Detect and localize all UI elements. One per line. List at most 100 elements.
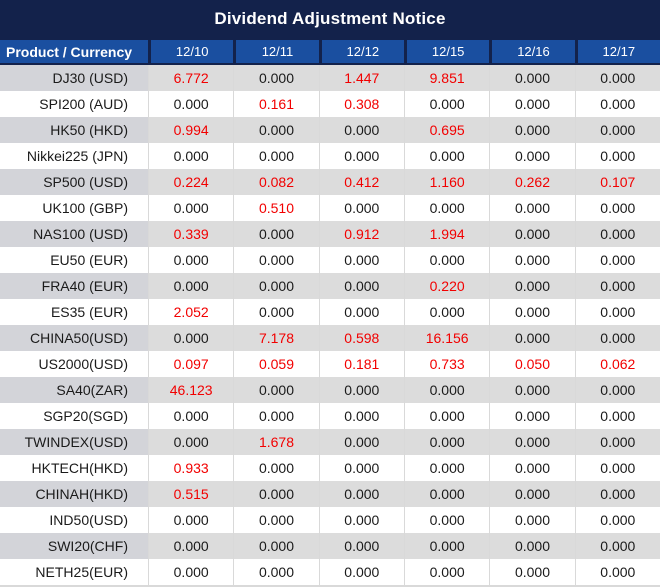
product-currency-header: Product / Currency: [0, 40, 148, 63]
product-cell: SPI200 (AUD): [39, 96, 128, 112]
product-cell: SGP20(SGD): [43, 408, 128, 424]
value-cell: 0.107: [574, 169, 660, 195]
value-cell: 0.000: [574, 507, 660, 533]
product-cell: SP500 (USD): [0, 169, 148, 195]
table-row: SA40(ZAR) 46.123 0.000 0.000 0.000 0.000 0.000: [0, 377, 660, 403]
product-cell: IND50(USD): [49, 512, 128, 528]
value-cell: 0.000: [489, 273, 574, 299]
product-cell: UK100 (GBP): [42, 200, 128, 216]
table-row: Nikkei225 (JPN) 0.000 0.000 0.000 0.000 0.000…: [0, 143, 660, 169]
value-cell: 0.050: [489, 351, 574, 377]
date-header: 12/16: [489, 40, 575, 63]
value-cell: 0.000: [403, 429, 489, 455]
product-cell: SA40(ZAR): [0, 377, 148, 403]
value-cell: 0.000: [148, 429, 233, 455]
value-cell: 0.000: [318, 455, 404, 481]
table-row: FRA40 (EUR) 0.000 0.000 0.000 0.220 0.000 0.00…: [0, 273, 660, 299]
value-cell: 0.224: [148, 169, 233, 195]
value-cell: 0.000: [318, 559, 404, 585]
value-cell: 1.160: [403, 169, 489, 195]
value-cell: 0.412: [318, 169, 404, 195]
value-cell: 0.510: [233, 195, 318, 221]
value-cell: 0.262: [489, 169, 574, 195]
date-header: 12/17: [574, 40, 660, 63]
value-cell: 0.062: [574, 351, 660, 377]
value-cell: 0.220: [403, 273, 489, 299]
value-cell: 0.000: [233, 65, 318, 91]
value-cell: 0.000: [403, 533, 489, 559]
value-cell: 6.772: [148, 65, 233, 91]
value-cell: 0.000: [318, 403, 404, 429]
value-cell: 0.000: [403, 507, 489, 533]
value-cell: 0.000: [233, 299, 318, 325]
value-cell: 0.598: [318, 325, 404, 351]
value-cell: 0.000: [574, 481, 660, 507]
product-cell: DJ30 (USD): [0, 65, 148, 91]
value-cell: 9.851: [403, 65, 489, 91]
value-cell: 0.000: [318, 273, 404, 299]
value-cell: 0.000: [574, 117, 660, 143]
value-cell: 0.994: [148, 117, 233, 143]
value-cell: 0.000: [574, 429, 660, 455]
value-cell: 0.933: [148, 455, 233, 481]
product-cell: CHINAH(HKD): [0, 481, 148, 507]
page-title: Dividend Adjustment Notice: [214, 8, 446, 28]
value-cell: 0.000: [489, 195, 574, 221]
value-cell: 0.000: [403, 247, 489, 273]
value-cell: 0.000: [233, 507, 318, 533]
product-cell: NAS100 (USD): [0, 221, 148, 247]
value-cell: 0.000: [574, 299, 660, 325]
value-cell: 1.994: [403, 221, 489, 247]
value-cell: 0.000: [489, 299, 574, 325]
value-cell: 16.156: [403, 325, 489, 351]
value-cell: 0.000: [403, 143, 489, 169]
value-cell: 0.000: [403, 91, 489, 117]
value-cell: 0.000: [489, 117, 574, 143]
value-cell: 1.678: [233, 429, 318, 455]
product-cell: HKTECH(HKD): [31, 460, 128, 476]
product-cell: CHINA50(USD): [0, 325, 148, 351]
value-cell: 0.000: [489, 507, 574, 533]
table-row: EU50 (EUR) 0.000 0.000 0.000 0.000 0.000 0.000: [0, 247, 660, 273]
value-cell: 46.123: [148, 377, 233, 403]
date-header: 12/12: [318, 40, 404, 63]
value-cell: 0.000: [148, 559, 233, 585]
table-row: HKTECH(HKD) 0.933 0.000 0.000 0.000 0.000 0.00…: [0, 455, 660, 481]
value-cell: 0.000: [318, 377, 404, 403]
value-cell: 0.000: [233, 117, 318, 143]
value-cell: 0.000: [233, 481, 318, 507]
value-cell: 0.000: [403, 403, 489, 429]
product-cell: NETH25(EUR): [35, 564, 128, 580]
value-cell: 0.000: [574, 559, 660, 585]
value-cell: 0.000: [148, 91, 233, 117]
value-cell: 0.000: [318, 117, 404, 143]
product-cell: SWI20(CHF): [0, 533, 148, 559]
value-cell: 0.161: [233, 91, 318, 117]
product-cell: FRA40 (EUR): [0, 273, 148, 299]
value-cell: 0.000: [318, 429, 404, 455]
value-cell: 0.000: [318, 143, 404, 169]
value-cell: 0.000: [318, 507, 404, 533]
title-bar: Dividend Adjustment Notice: [0, 0, 660, 37]
value-cell: 0.000: [148, 195, 233, 221]
table-row: CHINA50(USD) 0.000 7.178 0.598 16.156 0.000 0.…: [0, 325, 660, 351]
value-cell: 0.000: [489, 455, 574, 481]
value-cell: 0.000: [403, 559, 489, 585]
table-header-row: Product / Currency 12/10 12/11 12/12 12/…: [0, 37, 660, 65]
value-cell: 0.339: [148, 221, 233, 247]
value-cell: 0.000: [233, 377, 318, 403]
value-cell: 0.000: [574, 65, 660, 91]
value-cell: 0.000: [318, 481, 404, 507]
value-cell: 0.000: [233, 247, 318, 273]
value-cell: 0.000: [489, 481, 574, 507]
value-cell: 0.000: [233, 533, 318, 559]
value-cell: 0.000: [318, 247, 404, 273]
product-cell: ES35 (EUR): [50, 304, 128, 320]
value-cell: 0.000: [233, 221, 318, 247]
value-cell: 0.000: [403, 455, 489, 481]
value-cell: 0.000: [574, 325, 660, 351]
table-row: HK50 (HKD) 0.994 0.000 0.000 0.695 0.000 0.000: [0, 117, 660, 143]
bottom-border: [0, 585, 660, 587]
value-cell: 0.000: [489, 91, 574, 117]
value-cell: 0.000: [233, 559, 318, 585]
